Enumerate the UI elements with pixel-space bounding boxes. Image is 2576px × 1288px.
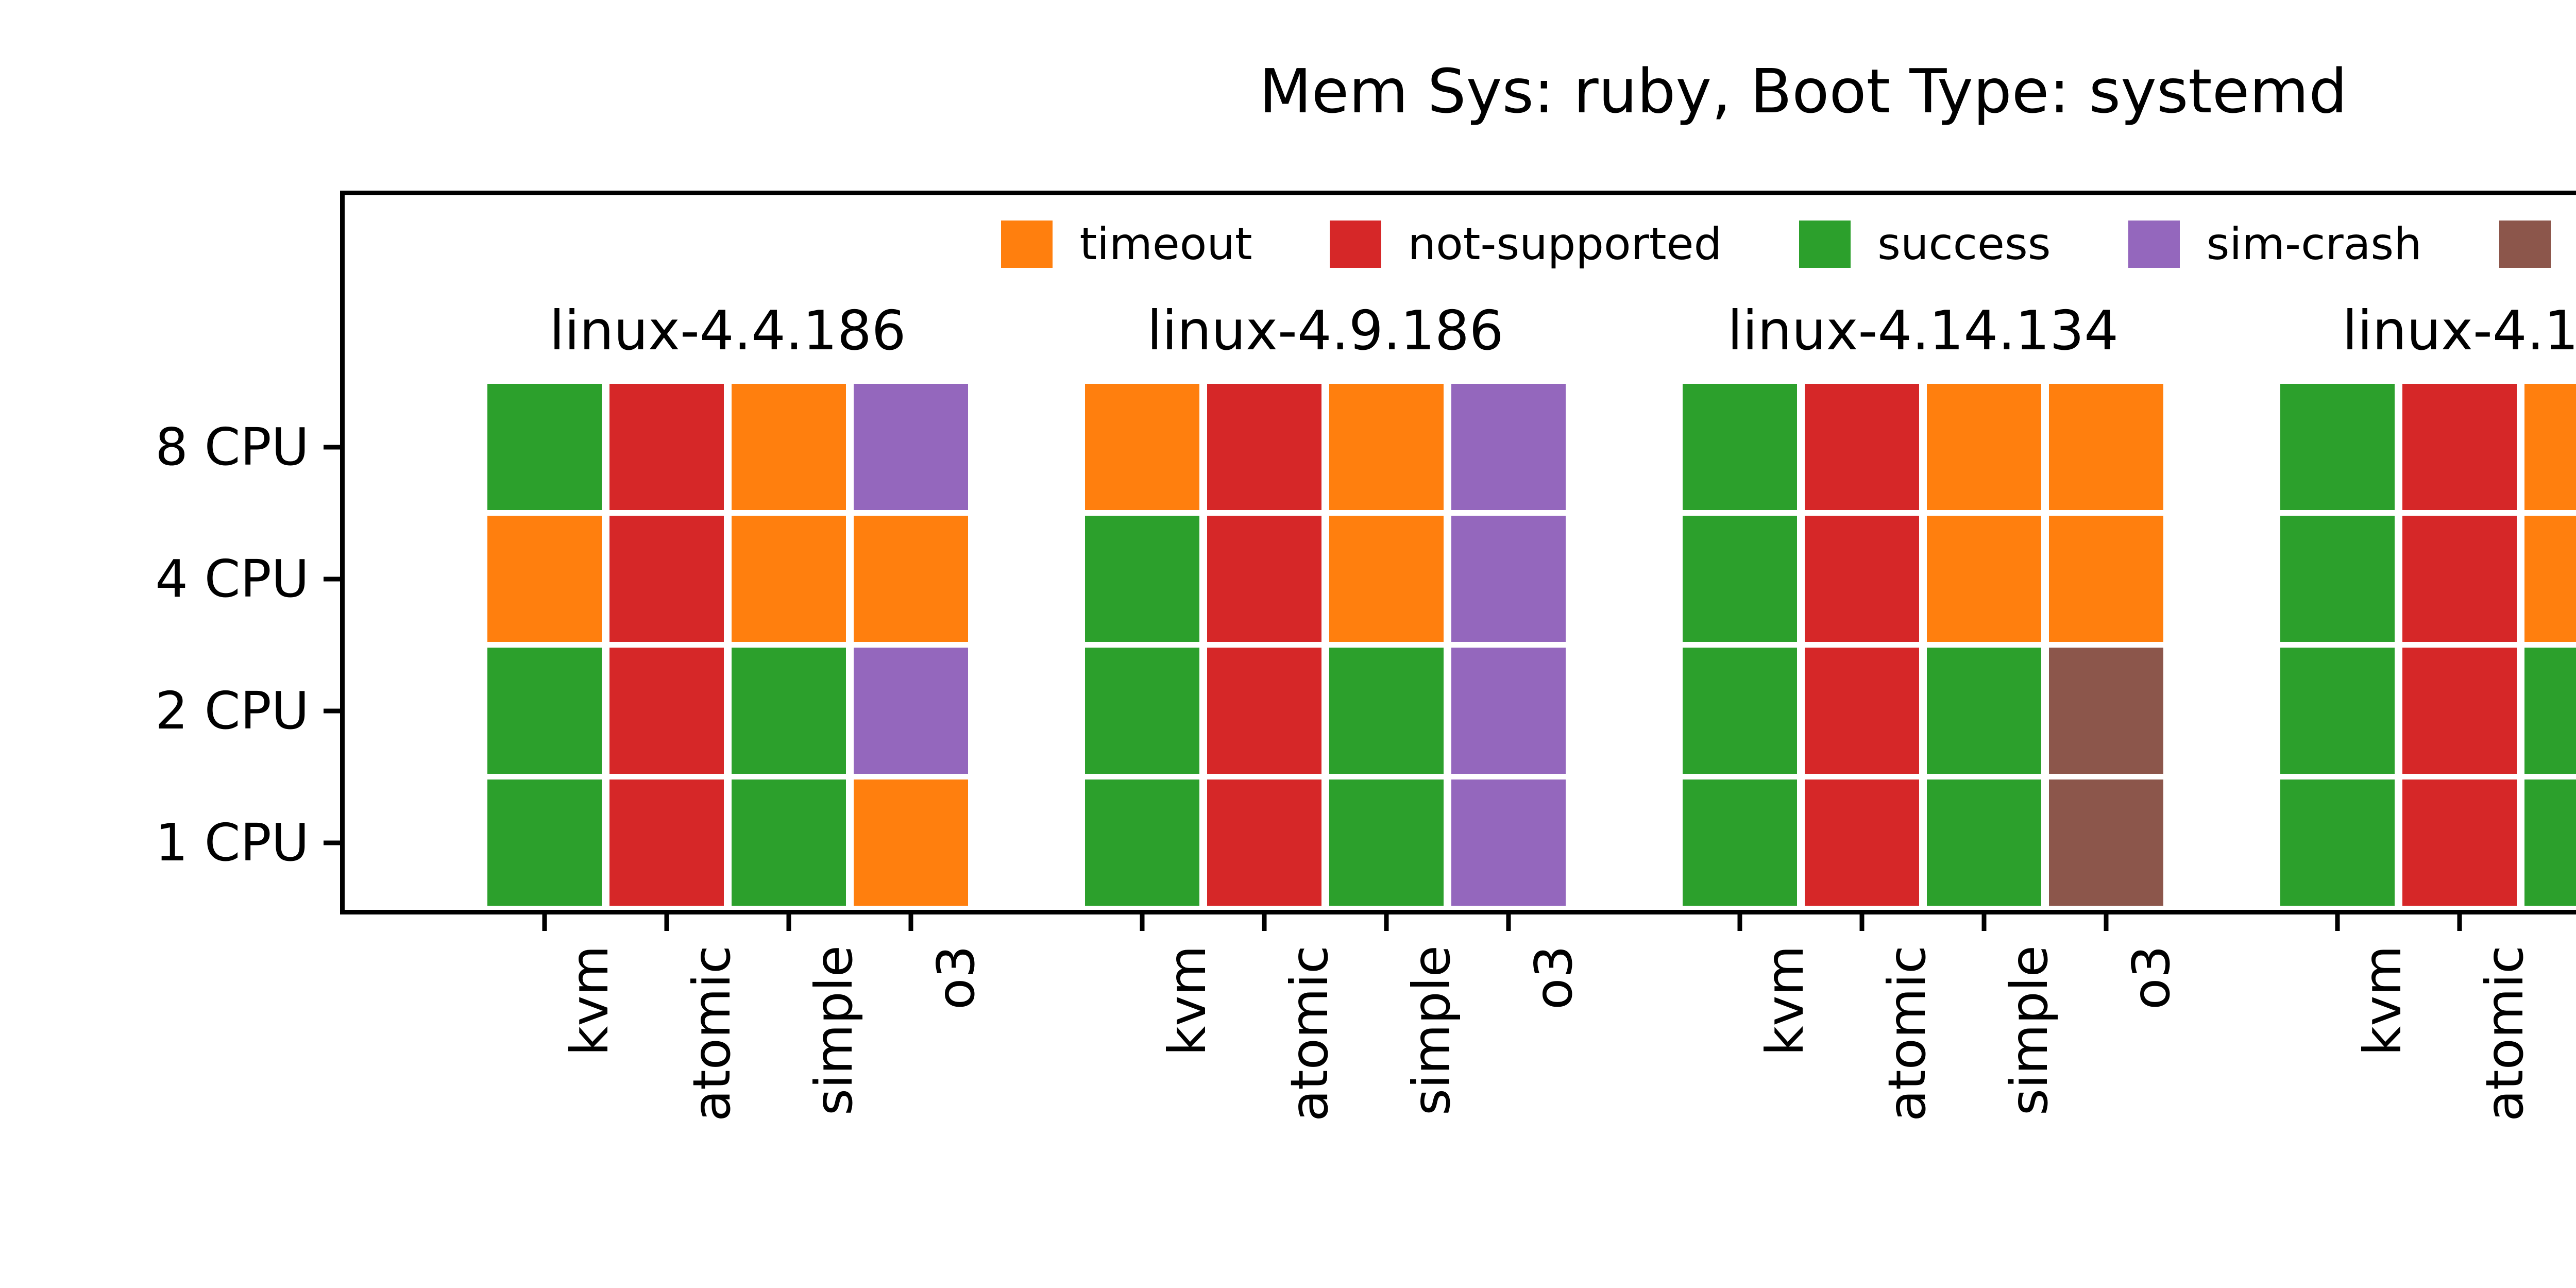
panel-title-linux-4.9.186: linux-4.9.186 (1147, 299, 1504, 362)
legend-entry-not-supported: not-supported (1329, 218, 1722, 270)
x-tick-label-simple: simple (804, 945, 864, 1116)
x-tick-label-atomic: atomic (2475, 945, 2535, 1122)
y-tick-mark (324, 840, 340, 845)
legend-entry-kernel-panic: kernel-panic (2499, 221, 2576, 268)
x-tick-label-atomic: atomic (1279, 945, 1340, 1122)
legend-swatch-not-supported (1329, 221, 1381, 268)
panel-title-linux-4.4.186: linux-4.4.186 (549, 299, 906, 362)
panel-titles-row: linux-4.4.186 linux-4.9.186 linux-4.14.134… (340, 304, 2576, 371)
x-tick-mark (542, 914, 547, 931)
legend-swatch-success (1799, 221, 1851, 268)
y-tick-label-4-cpu: 4 CPU (155, 548, 309, 609)
x-tick-mark (1140, 914, 1145, 931)
x-tick-mark (1506, 914, 1511, 931)
legend-label-timeout: timeout (1079, 218, 1252, 270)
y-tick-label-2-cpu: 2 CPU (155, 680, 309, 741)
y-tick-mark (324, 577, 340, 581)
x-tick-mark (2335, 914, 2340, 931)
x-tick-label-kvm: kvm (1157, 945, 1217, 1056)
panel-title-linux-4.14.134: linux-4.14.134 (1727, 299, 2119, 362)
x-tick-mark (1262, 914, 1267, 931)
x-tick-label-o3: o3 (2121, 945, 2181, 1010)
y-tick-label-8-cpu: 8 CPU (155, 416, 309, 477)
x-tick-mark (786, 914, 791, 931)
x-tick-label-atomic: atomic (1877, 945, 1937, 1122)
y-tick-mark (324, 708, 340, 713)
x-tick-label-kvm: kvm (1755, 945, 1815, 1056)
x-tick-label-o3: o3 (926, 945, 986, 1010)
legend-entry-sim-crash: sim-crash (2128, 221, 2422, 268)
x-tick-mark (2104, 914, 2109, 931)
x-tick-label-kvm: kvm (2352, 945, 2413, 1056)
legend-swatch-kernel-panic (2499, 221, 2551, 268)
y-axis: 8 CPU 4 CPU 2 CPU 1 CPU (0, 191, 340, 914)
x-axis: kvm atomic simple o3 kvm atomic simple o3 kvm ato… (0, 914, 2576, 1275)
x-tick-mark (1981, 914, 1987, 931)
x-tick-label-kvm: kvm (560, 945, 620, 1056)
legend-label-sim-crash: sim-crash (2206, 218, 2422, 270)
page-title: Mem Sys: ruby, Boot Type: systemd (1259, 56, 2348, 127)
x-tick-label-simple: simple (1401, 945, 1462, 1116)
legend-label-success: success (1877, 218, 2051, 270)
panel-title-linux-4.19.83: linux-4.19.83 (2342, 299, 2576, 362)
x-tick-mark (1859, 914, 1865, 931)
legend-label-not-supported: not-supported (1408, 218, 1722, 270)
legend-swatch-sim-crash (2128, 221, 2180, 268)
legend-entry-timeout: timeout (1001, 221, 1252, 268)
x-tick-label-o3: o3 (1523, 945, 1584, 1010)
x-tick-mark (1384, 914, 1389, 931)
x-tick-label-atomic: atomic (682, 945, 742, 1122)
legend: timeout not-supported success sim-crash kern… (340, 213, 2576, 275)
legend-swatch-timeout (1001, 221, 1053, 268)
x-tick-mark (664, 914, 669, 931)
legend-entry-success: success (1799, 218, 2051, 270)
y-tick-mark (324, 445, 340, 449)
x-tick-label-simple: simple (1999, 945, 2059, 1116)
x-tick-mark (908, 914, 913, 931)
x-tick-mark (1737, 914, 1742, 931)
y-tick-label-1-cpu: 1 CPU (155, 812, 309, 873)
x-tick-mark (2457, 914, 2462, 931)
